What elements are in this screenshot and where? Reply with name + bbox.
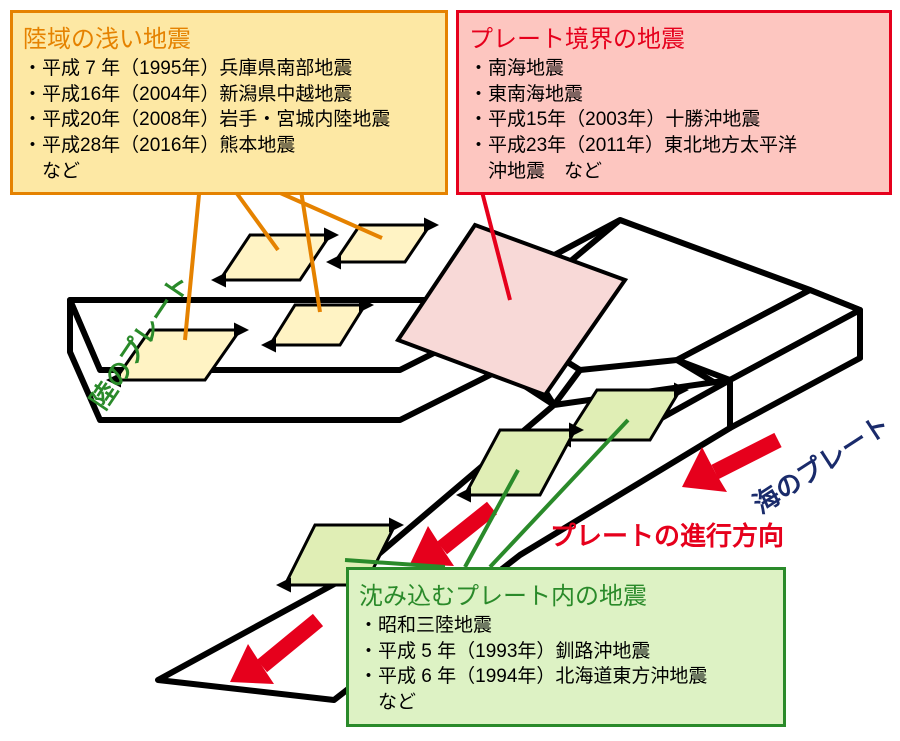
box-intraslab-title: 沈み込むプレート内の地震 [359, 576, 773, 611]
box-item: ・昭和三陸地震 [359, 613, 773, 639]
box-intraslab-items: ・昭和三陸地震・平成 5 年（1993年）釧路沖地震・平成 6 年（1994年）… [359, 613, 773, 716]
box-shallow-land: 陸域の浅い地震 ・平成 7 年（1995年）兵庫県南部地震・平成16年（2004… [10, 10, 448, 195]
box-boundary-items: ・南海地震・東南海地震・平成15年（2003年）十勝沖地震・平成23年（2011… [469, 56, 879, 184]
box-shallow-items: ・平成 7 年（1995年）兵庫県南部地震・平成16年（2004年）新潟県中越地… [23, 56, 435, 184]
box-item: ・平成 5 年（1993年）釧路沖地震 [359, 639, 773, 665]
box-item: ・平成15年（2003年）十勝沖地震 [469, 107, 879, 133]
box-plate-boundary: プレート境界の地震 ・南海地震・東南海地震・平成15年（2003年）十勝沖地震・… [456, 10, 892, 195]
box-item: ・平成16年（2004年）新潟県中越地震 [23, 82, 435, 108]
box-intraslab: 沈み込むプレート内の地震 ・昭和三陸地震・平成 5 年（1993年）釧路沖地震・… [346, 567, 786, 727]
box-item: 沖地震 など [469, 159, 879, 185]
box-boundary-title: プレート境界の地震 [469, 19, 879, 54]
label-direction: プレートの進行方向 [550, 516, 784, 553]
box-item: ・平成 6 年（1994年）北海道東方沖地震 [359, 664, 773, 690]
box-item: ・南海地震 [469, 56, 879, 82]
box-item: など [23, 159, 435, 185]
box-item: ・東南海地震 [469, 82, 879, 108]
box-item: ・平成 7 年（1995年）兵庫県南部地震 [23, 56, 435, 82]
box-item: ・平成23年（2011年）東北地方太平洋 [469, 133, 879, 159]
box-item: ・平成28年（2016年）熊本地震 [23, 133, 435, 159]
box-item: ・平成20年（2008年）岩手・宮城内陸地震 [23, 107, 435, 133]
box-item: など [359, 690, 773, 716]
box-shallow-title: 陸域の浅い地震 [23, 19, 435, 54]
